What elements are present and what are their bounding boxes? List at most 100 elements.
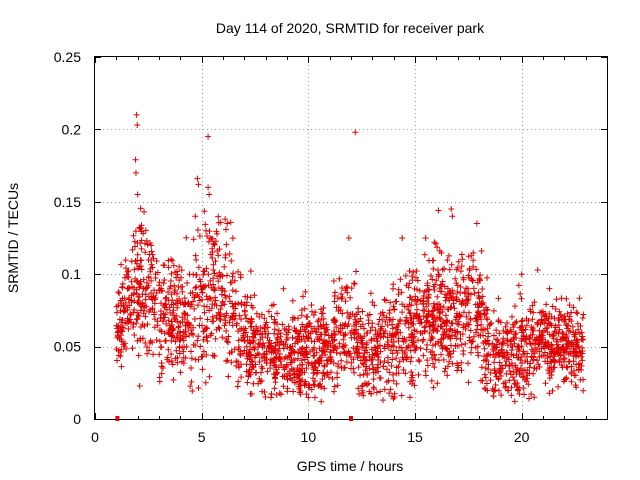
data-point [526,306,533,313]
data-point [293,328,300,335]
data-point [442,365,449,372]
data-point [369,320,376,327]
data-point [490,332,497,339]
data-point [559,364,566,371]
data-point [253,310,260,317]
data-point [502,323,509,330]
data-point [579,336,586,343]
data-point [201,284,208,291]
data-point [227,279,234,286]
data-point [205,238,212,245]
data-point [168,256,175,263]
data-point-outlier [422,235,429,241]
data-point [187,290,194,297]
data-point [406,267,413,274]
data-point [315,325,322,332]
data-point [357,315,364,322]
data-point [377,375,384,382]
data-point [163,306,170,313]
data-point [376,316,383,323]
data-point [437,309,444,316]
data-point [192,342,199,349]
data-point [423,288,430,295]
data-point-outlier [194,175,201,182]
x-tick-label: 10 [301,429,317,445]
data-point [210,240,217,247]
data-point [187,383,194,390]
data-point-outlier [473,220,480,227]
data-point [209,245,216,252]
data-point [173,312,180,319]
data-point [301,338,308,345]
data-point [427,272,434,279]
data-point [196,322,203,329]
data-point [520,373,527,380]
data-point [250,335,257,341]
data-point [165,346,172,353]
data-point [211,284,218,291]
data-point [290,371,297,378]
data-point [245,368,252,375]
data-point [477,332,484,339]
data-point [471,290,478,297]
data-point [137,337,144,344]
data-point [335,361,342,368]
data-point [466,265,473,272]
data-point [359,321,366,328]
data-point [460,276,467,283]
chart-title: Day 114 of 2020, SRMTID for receiver par… [216,20,485,36]
data-point [548,350,555,357]
data-point [555,383,562,390]
data-point [350,280,357,287]
data-point [130,324,137,331]
data-point [263,348,270,355]
data-point [213,228,220,235]
data-point [512,303,519,310]
data-point [187,348,194,355]
data-point [539,329,546,336]
data-point [344,289,351,296]
data-point [432,341,439,348]
data-point [363,344,370,351]
data-point [348,365,354,372]
data-point [170,325,177,332]
data-point [138,257,145,264]
y-axis-label: SRMTID / TECUs [5,183,21,293]
data-point [304,313,311,320]
data-point [282,364,289,371]
data-point [200,268,207,275]
data-point [113,322,120,329]
data-point [303,365,310,372]
data-point [298,346,305,353]
data-point [137,205,144,212]
data-point [263,359,270,366]
data-point [210,281,217,288]
data-point [137,283,144,290]
data-point [553,338,560,345]
data-point [443,318,450,325]
data-point [311,338,318,345]
data-point [391,394,398,401]
data-point [573,384,580,391]
data-point [478,316,485,323]
data-point [229,322,236,329]
data-point [303,344,310,351]
data-point [407,358,414,365]
data-point [436,305,443,312]
data-point [306,384,313,391]
data-point [528,391,535,398]
data-point [549,346,556,353]
data-point [432,318,439,325]
data-point [222,226,229,233]
data-point [438,281,445,288]
data-point [482,338,489,345]
data-point [217,271,224,278]
data-point [404,354,411,361]
data-point [323,339,330,346]
data-point [138,222,145,229]
data-point [508,313,515,320]
data-point-outlier [352,129,359,136]
data-point [398,392,405,399]
data-point [334,345,341,352]
data-point [558,336,565,343]
